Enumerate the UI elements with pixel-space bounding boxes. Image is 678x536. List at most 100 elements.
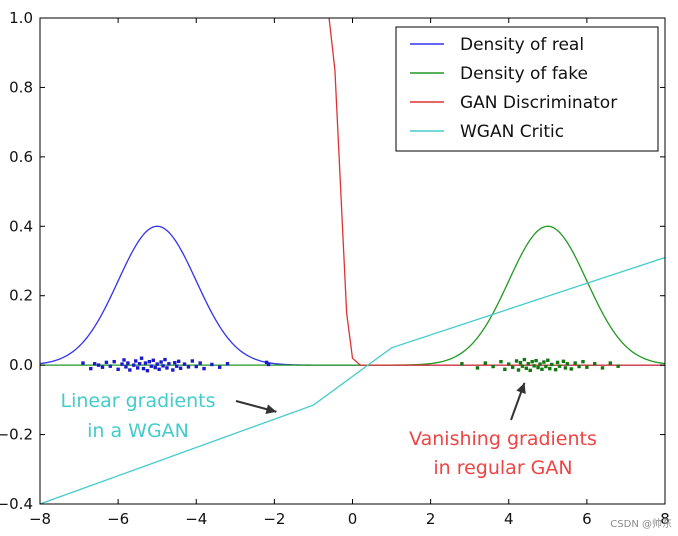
scatter-point <box>128 368 132 372</box>
scatter-point <box>89 366 93 371</box>
y-tick-label: −0.4 <box>0 495 33 513</box>
scatter-point <box>137 362 142 366</box>
scatter-point <box>475 366 480 370</box>
scatter-point <box>173 361 177 365</box>
scatter-point <box>532 364 536 368</box>
series-line-3 <box>328 18 665 366</box>
scatter-point <box>104 360 109 365</box>
x-tick-label: 4 <box>504 510 514 528</box>
scatter-point <box>175 364 179 368</box>
scatter-point <box>510 365 515 369</box>
x-tick-label: −6 <box>107 510 129 528</box>
annotation-wgan-text: in a WGAN <box>87 420 189 442</box>
scatter-point <box>161 364 165 368</box>
scatter-point <box>116 367 120 372</box>
scatter-point <box>518 361 523 365</box>
scatter-point <box>544 364 548 369</box>
scatter-point <box>132 363 136 367</box>
scatter-point <box>557 364 562 368</box>
scatter-point <box>124 365 128 369</box>
scatter-point <box>553 367 558 372</box>
scatter-point <box>522 357 527 362</box>
scatter-point <box>616 364 620 368</box>
scatter-point <box>96 363 101 367</box>
scatter-point <box>135 366 140 370</box>
scatter-point <box>159 360 163 364</box>
scatter-group-2 <box>460 357 620 373</box>
annotation-gan-text: in regular GAN <box>433 457 572 479</box>
scatter-point <box>503 367 507 372</box>
scatter-point <box>524 366 529 370</box>
scatter-point <box>563 366 568 370</box>
x-tick-label: −8 <box>29 510 51 528</box>
y-tick-label: 0.2 <box>9 287 33 305</box>
scatter-point <box>516 368 521 372</box>
scatter-point <box>126 361 130 365</box>
x-tick-label: 6 <box>582 510 592 528</box>
legend-label: WGAN Critic <box>460 122 564 142</box>
scatter-point <box>171 368 175 372</box>
scatter-point <box>573 361 577 365</box>
y-tick-label: 0.4 <box>9 217 33 235</box>
scatter-point <box>194 364 198 369</box>
scatter-point <box>155 362 159 366</box>
scatter-point <box>202 366 206 371</box>
scatter-point <box>112 359 116 364</box>
scatter-point <box>592 362 597 366</box>
scatter-point <box>585 365 589 369</box>
legend-label: Density of real <box>460 35 584 55</box>
scatter-point <box>528 368 532 373</box>
annotation-gan-text: Vanishing gradients <box>409 428 597 450</box>
scatter-point <box>555 360 560 365</box>
scatter-point <box>548 366 552 371</box>
x-tick-label: −2 <box>263 510 285 528</box>
series-line-1 <box>40 225 665 366</box>
scatter-point <box>526 362 530 366</box>
scatter-point <box>167 362 171 366</box>
x-tick-label: 0 <box>348 510 358 528</box>
scatter-point <box>542 360 546 364</box>
scatter-point <box>92 362 97 366</box>
scatter-point <box>108 364 113 368</box>
scatter-point <box>266 362 271 367</box>
scatter-point <box>176 359 181 364</box>
scatter-point <box>534 358 538 363</box>
scatter-point <box>141 366 146 371</box>
scatter-point <box>182 362 187 366</box>
legend: Density of real Density of fake GAN Discri… <box>395 26 659 152</box>
scatter-point <box>581 359 585 364</box>
series-line-2 <box>40 225 665 366</box>
scatter-point <box>217 365 222 369</box>
scatter-point <box>210 362 214 367</box>
x-tick-label: 2 <box>426 510 436 528</box>
scatter-point <box>565 362 570 366</box>
scatter-point <box>145 369 150 373</box>
plot-area: −8 −6 −4 −2 0 2 4 6 8 −0.4 −0.2 0.0 0.2 0.4 0.6 0.8 1.0 <box>0 9 670 528</box>
scatter-point <box>561 359 566 364</box>
scatter-point <box>225 362 230 366</box>
scatter-point <box>139 356 144 360</box>
legend-label: Density of fake <box>460 64 588 84</box>
scatter-point <box>608 361 613 365</box>
scatter-point <box>151 358 155 362</box>
scatter-point <box>120 362 124 366</box>
scatter-point <box>198 361 202 365</box>
scatter-point <box>153 365 157 370</box>
scatter-point <box>157 367 161 372</box>
watermark-text: CSDN @帅东 <box>610 519 672 530</box>
scatter-point <box>499 359 503 364</box>
scatter-point <box>540 367 544 372</box>
arrow-wgan-head <box>265 404 277 415</box>
scatter-point <box>143 361 148 365</box>
scatter-point <box>514 359 519 363</box>
y-tick-label: 0.0 <box>9 356 33 374</box>
scatter-point <box>147 359 152 364</box>
scatter-point <box>577 364 581 369</box>
series-group <box>40 18 665 504</box>
scatter-point <box>81 361 85 365</box>
scatter-point <box>264 360 269 365</box>
scatter-group-1 <box>81 356 271 373</box>
scatter-point <box>165 366 169 370</box>
scatter-point <box>134 359 138 363</box>
